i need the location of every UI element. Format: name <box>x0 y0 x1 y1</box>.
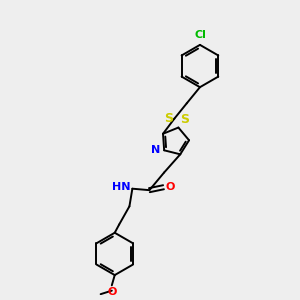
Text: O: O <box>107 287 116 297</box>
Text: HN: HN <box>112 182 131 192</box>
Text: S: S <box>180 113 189 126</box>
Text: O: O <box>166 182 175 192</box>
Text: N: N <box>152 145 160 155</box>
Text: Cl: Cl <box>194 31 206 40</box>
Text: S: S <box>164 112 173 124</box>
